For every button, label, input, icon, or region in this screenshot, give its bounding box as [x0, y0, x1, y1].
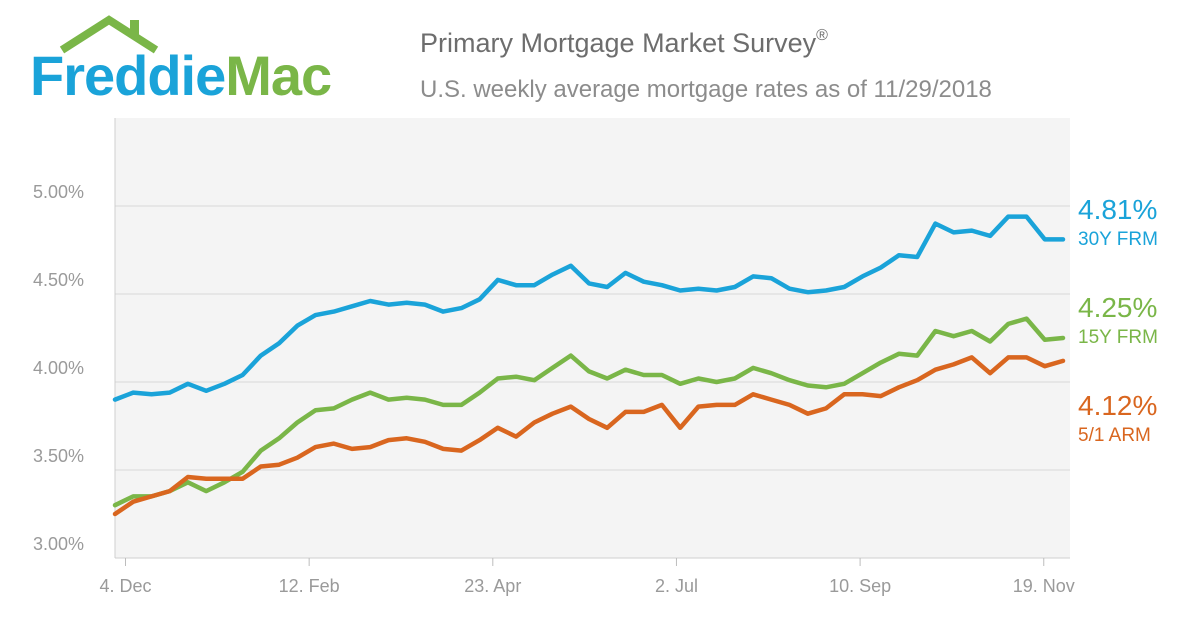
y-tick-label: 3.00%	[33, 534, 84, 554]
series-line-5-1-arm	[112, 355, 1066, 517]
y-tick-label: 4.50%	[33, 270, 84, 290]
x-tick-label: 23. Apr	[464, 576, 521, 596]
series-name: 5/1 ARM	[1078, 425, 1151, 446]
x-tick-label: 19. Nov	[1013, 576, 1075, 596]
series-line-15y-frm	[112, 316, 1066, 508]
house-roof-icon	[59, 15, 159, 54]
x-tick-label: 2. Jul	[655, 576, 698, 596]
series-last-value: 4.12%	[1078, 390, 1158, 421]
y-tick-label: 5.00%	[33, 182, 84, 202]
logo-wordmark: FreddieMac	[30, 48, 332, 104]
x-tick-label: 12. Feb	[279, 576, 340, 596]
end-label-30y-frm: 4.81% 30Y FRM	[1078, 194, 1158, 250]
y-axis: 3.00% 3.50% 4.00% 4.50% 5.00%	[33, 182, 84, 554]
chart-subtitle: U.S. weekly average mortgage rates as of…	[420, 76, 992, 103]
x-axis: 4. Dec 12. Feb 23. Apr 2. Jul 10. Sep 19. Nov	[99, 118, 1075, 596]
series-last-value: 4.25%	[1078, 292, 1158, 323]
logo-mac: Mac	[225, 44, 332, 107]
chart-title: Primary Mortgage Market Survey®	[420, 27, 828, 58]
series-lines	[112, 214, 1066, 517]
x-tick-label: 4. Dec	[99, 576, 151, 596]
y-tick-label: 4.00%	[33, 358, 84, 378]
registered-mark: ®	[816, 27, 828, 44]
end-label-5-1-arm: 4.12% 5/1 ARM	[1078, 390, 1158, 446]
plot-area	[115, 118, 1070, 558]
logo-freddie: Freddie	[30, 44, 226, 107]
freddie-mac-logo: FreddieMac	[24, 14, 394, 114]
x-tick-label: 10. Sep	[829, 576, 891, 596]
end-label-15y-frm: 4.25% 15Y FRM	[1078, 292, 1158, 348]
series-name: 30Y FRM	[1078, 229, 1158, 250]
series-line-30y-frm	[112, 214, 1066, 402]
y-tick-label: 3.50%	[33, 446, 84, 466]
chart-title-text: Primary Mortgage Market Survey	[420, 28, 817, 58]
series-name: 15Y FRM	[1078, 327, 1158, 348]
plot-background	[115, 118, 1070, 558]
series-last-value: 4.81%	[1078, 194, 1158, 225]
